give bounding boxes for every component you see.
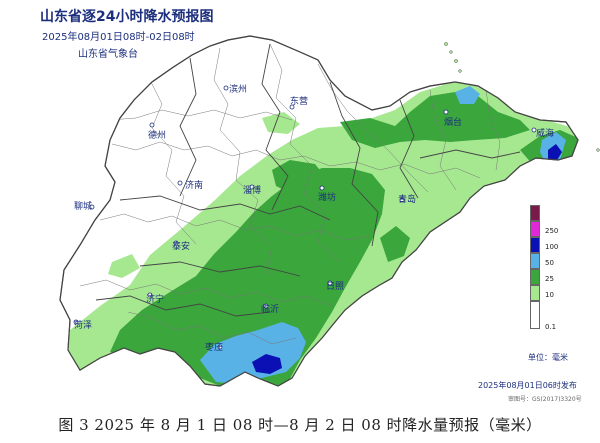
legend-swatch-10 [530, 269, 540, 285]
precip-moderate-zone [110, 168, 385, 386]
prefecture-boundaries [95, 43, 521, 317]
city-label-dongying: 东营 [290, 97, 309, 107]
legend-label-250: 250 [545, 227, 559, 235]
coastline [59, 35, 579, 387]
legend-label-100: 100 [545, 243, 559, 251]
city-markers [73, 85, 537, 350]
city-label-dezhou: 德州 [148, 131, 167, 141]
legend-swatch-0-1 [530, 285, 540, 301]
legend-swatch-100 [530, 221, 540, 237]
precip-moderate-weifang [272, 160, 328, 194]
precip-light-inland [262, 112, 300, 134]
legend-swatch-none [530, 301, 540, 329]
city-label-linyi: 临沂 [261, 305, 280, 315]
issuing-agency: 山东省气象台 [78, 49, 138, 60]
legend-swatch-25 [530, 253, 540, 269]
forecast-period: 2025年08月01日08时-02日08时 [42, 32, 195, 43]
city-label-zibo: 淄博 [243, 186, 262, 196]
precip-heavy-yantai [455, 86, 480, 104]
city-label-heze: 菏泽 [74, 321, 93, 331]
precip-light-west [108, 254, 140, 278]
precip-rainstorm-south [252, 354, 282, 374]
precip-moderate-north [340, 92, 530, 148]
legend-swatch-50 [530, 237, 540, 253]
city-label-weihai: 威海 [536, 129, 555, 139]
legend-label-0-1: 0.1 [545, 323, 557, 331]
figure-caption: 图 3 2025 年 8 月 1 日 08 时—8 月 2 日 08 时降水量预… [58, 416, 542, 434]
city-label-rizhao: 日照 [326, 282, 345, 292]
precipitation-legend: 250 100 50 25 10 0.1 单位：毫米 [528, 205, 588, 365]
map-approval-number: 审图号：GS(2017)3320号 [508, 396, 582, 403]
legend-label-50: 50 [545, 259, 554, 267]
city-label-taian: 泰安 [172, 242, 191, 252]
offshore-islands [444, 42, 600, 152]
city-label-qingdao: 青岛 [398, 195, 417, 205]
city-label-liaocheng: 聊城 [74, 202, 93, 212]
legend-label-25: 25 [545, 275, 554, 283]
city-label-weifang: 潍坊 [318, 193, 337, 203]
precip-moderate-coast [380, 226, 410, 262]
city-label-zaozhuang: 枣庄 [205, 343, 224, 353]
map-canvas [59, 35, 600, 387]
county-boundaries [79, 43, 501, 345]
precip-rainstorm-weihai [548, 144, 562, 162]
precipitation-map: 山东省逐24小时降水预报图 2025年08月01日08时-02日08时 山东省气… [40, 9, 600, 403]
legend-label-10: 10 [545, 291, 554, 299]
city-label-yantai: 烟台 [444, 118, 463, 128]
city-label-jining: 济宁 [146, 295, 165, 305]
city-label-jinan: 济南 [185, 181, 204, 191]
city-label-binzhou: 滨州 [229, 85, 248, 95]
legend-swatch-250 [530, 205, 540, 221]
legend-unit: 单位：毫米 [528, 353, 568, 362]
issue-time: 2025年08月01日06时发布 [478, 381, 577, 390]
map-title: 山东省逐24小时降水预报图 [40, 9, 214, 25]
